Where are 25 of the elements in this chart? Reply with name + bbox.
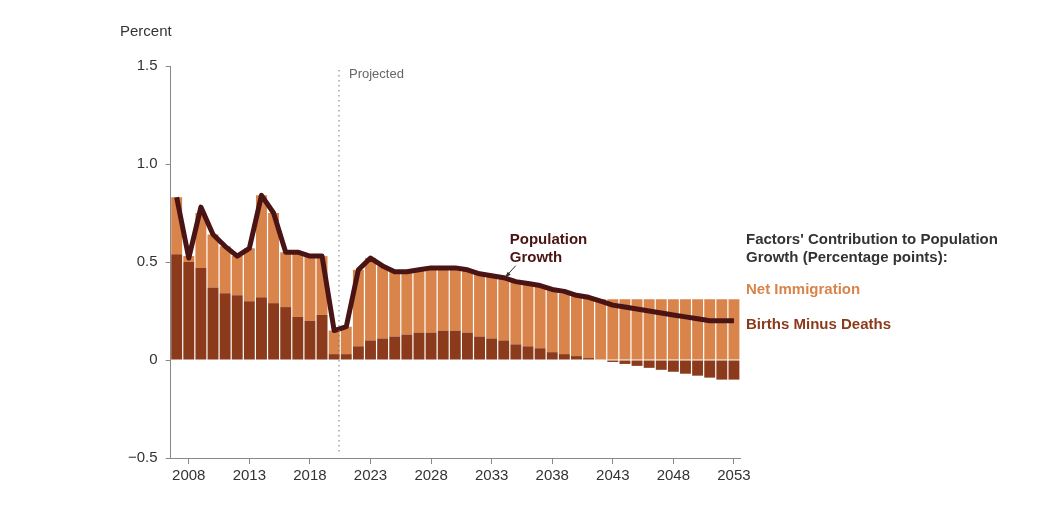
bar	[413, 332, 425, 360]
x-tick-label: 2018	[293, 466, 327, 484]
series-label: Net Immigration	[746, 280, 862, 297]
y-tick-label: −0.5	[127, 448, 158, 466]
x-tick-label: 2013	[232, 466, 267, 484]
y-axis-title: Percent	[120, 22, 172, 39]
x-tick-label: 2048	[656, 466, 691, 484]
y-tick-label: 1.5	[136, 56, 158, 74]
y-tick-label: 0.5	[136, 252, 158, 270]
x-tick-label: 2038	[535, 466, 569, 484]
x-tick-label: 2028	[414, 466, 448, 484]
bar	[522, 346, 534, 360]
x-tick-label: 2053	[717, 466, 751, 484]
series-label: Births Minus Deaths	[746, 315, 893, 332]
x-tick-label: 2008	[172, 466, 206, 484]
y-tick-label: 1.0	[136, 154, 158, 172]
bar	[316, 314, 328, 360]
annotation: Population Growth	[509, 229, 588, 265]
bar	[207, 287, 219, 360]
ref-line-label: Projected	[349, 66, 404, 82]
y-tick-label: 0	[149, 350, 158, 368]
x-tick-label: 2033	[474, 466, 509, 484]
legend-title: Factors' Contribution to Population Growth (Percentage points):	[746, 230, 999, 266]
x-tick-label: 2023	[353, 466, 388, 484]
x-tick-label: 2043	[596, 466, 630, 484]
